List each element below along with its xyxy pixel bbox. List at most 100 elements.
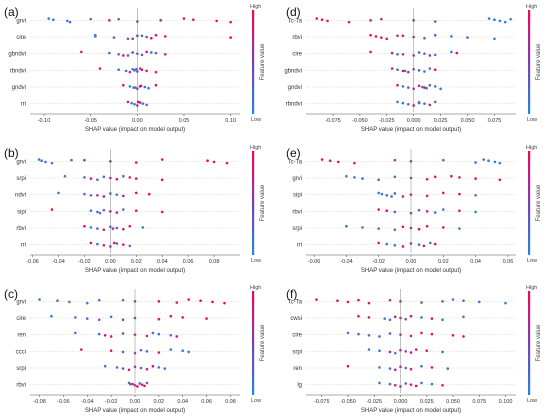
shap-point [96, 227, 99, 230]
shap-point [409, 334, 413, 338]
feature-label: sipi [293, 193, 302, 199]
shap-point [127, 368, 131, 372]
shap-point [433, 53, 437, 57]
panel-letter: (f) [286, 287, 297, 301]
shap-point [412, 104, 415, 107]
shap-point [187, 298, 190, 301]
x-tick-label: -0.02 [78, 259, 91, 265]
shap-point [428, 83, 432, 87]
shap-point [109, 349, 113, 353]
colorbar-title: Feature value [536, 43, 542, 80]
feature-label: srpi [292, 226, 302, 232]
shap-point [143, 85, 147, 89]
shap-point [225, 161, 229, 165]
shap-point [139, 366, 143, 370]
shap-point [56, 299, 59, 303]
shap-point [89, 177, 93, 180]
shap-point [399, 348, 402, 352]
feature-label: cire [292, 52, 302, 58]
shap-point [388, 350, 392, 354]
shap-point [498, 19, 502, 23]
shap-point [212, 160, 216, 164]
shap-point [157, 351, 161, 354]
shap-point [145, 367, 149, 371]
shap-point [109, 245, 112, 248]
x-tick-label: -0.06 [308, 259, 321, 265]
shap-point [428, 54, 432, 57]
shap-point [181, 349, 185, 353]
shap-point [451, 333, 455, 337]
shap-point [345, 224, 348, 228]
x-tick-label: -0.075 [325, 118, 341, 124]
x-tick-label: -0.08 [33, 399, 46, 405]
shap-point [503, 20, 507, 24]
shap-point [345, 174, 348, 178]
shap-point [377, 241, 380, 245]
shap-point [117, 17, 120, 21]
colorbar [252, 291, 255, 395]
shap-point [393, 383, 397, 387]
shap-point [509, 17, 512, 21]
shap-point [417, 243, 421, 246]
shap-point [442, 208, 445, 211]
shap-point [97, 298, 101, 302]
shap-point [420, 331, 423, 335]
shap-point [103, 364, 107, 368]
feature-label: rri [21, 102, 26, 108]
shap-point [346, 364, 350, 368]
shap-point [474, 161, 477, 164]
shap-point [128, 244, 132, 248]
shap-point [80, 348, 83, 351]
shap-point [369, 19, 372, 22]
feature-label: gndvi [288, 85, 302, 91]
shap-point [154, 33, 158, 37]
feature-label: gbndvi [8, 52, 26, 58]
shap-point [102, 228, 106, 232]
colorbar-title: Feature value [536, 324, 542, 361]
x-axis-label: SHAP value (impact on model output) [85, 127, 185, 133]
shap-point [121, 367, 125, 370]
x-tick-label: -0.06 [26, 259, 39, 265]
feature-label: cire [16, 316, 26, 322]
x-tick-label: -0.02 [372, 259, 385, 265]
shap-point [417, 227, 421, 231]
feature-label: grvi [16, 299, 26, 305]
colorbar [252, 151, 255, 255]
x-tick-label: 0.02 [438, 259, 449, 265]
shap-point [136, 34, 139, 38]
shap-point [357, 298, 360, 302]
colorbar-high-label: High [250, 285, 261, 291]
shap-point [414, 348, 418, 351]
shap-point [417, 69, 421, 72]
shap-point [409, 367, 413, 371]
panel-c: (c)grvi cire ren ccci srpi rbvi -0.08 -0.06 -0.0… [4, 285, 266, 414]
shap-point [128, 85, 132, 88]
shap-point [50, 161, 54, 165]
shap-point [423, 52, 426, 55]
shap-point [404, 317, 408, 321]
shap-point [115, 211, 119, 214]
shap-point [164, 52, 167, 56]
shap-point [136, 70, 139, 73]
x-tick-label: 0.05 [179, 118, 190, 124]
feature-label: rbndvi [10, 68, 26, 74]
shap-point [390, 195, 393, 198]
shap-point [430, 366, 434, 369]
shap-point [401, 69, 405, 73]
feature-label: cwsi [290, 316, 302, 322]
shap-point [132, 86, 135, 89]
shap-point [388, 382, 392, 386]
x-tick-label: 0.06 [183, 259, 194, 265]
shap-point [136, 20, 139, 23]
x-tick-label: -0.04 [52, 259, 65, 265]
x-tick-label: -0.02 [105, 399, 118, 405]
shap-point [150, 51, 153, 54]
shap-point [134, 161, 138, 164]
shap-point [315, 17, 319, 20]
x-tick-label: -0.06 [57, 399, 70, 405]
shap-point [135, 67, 138, 71]
shap-point [143, 384, 146, 388]
shap-point [450, 174, 453, 178]
shap-point [145, 35, 148, 39]
